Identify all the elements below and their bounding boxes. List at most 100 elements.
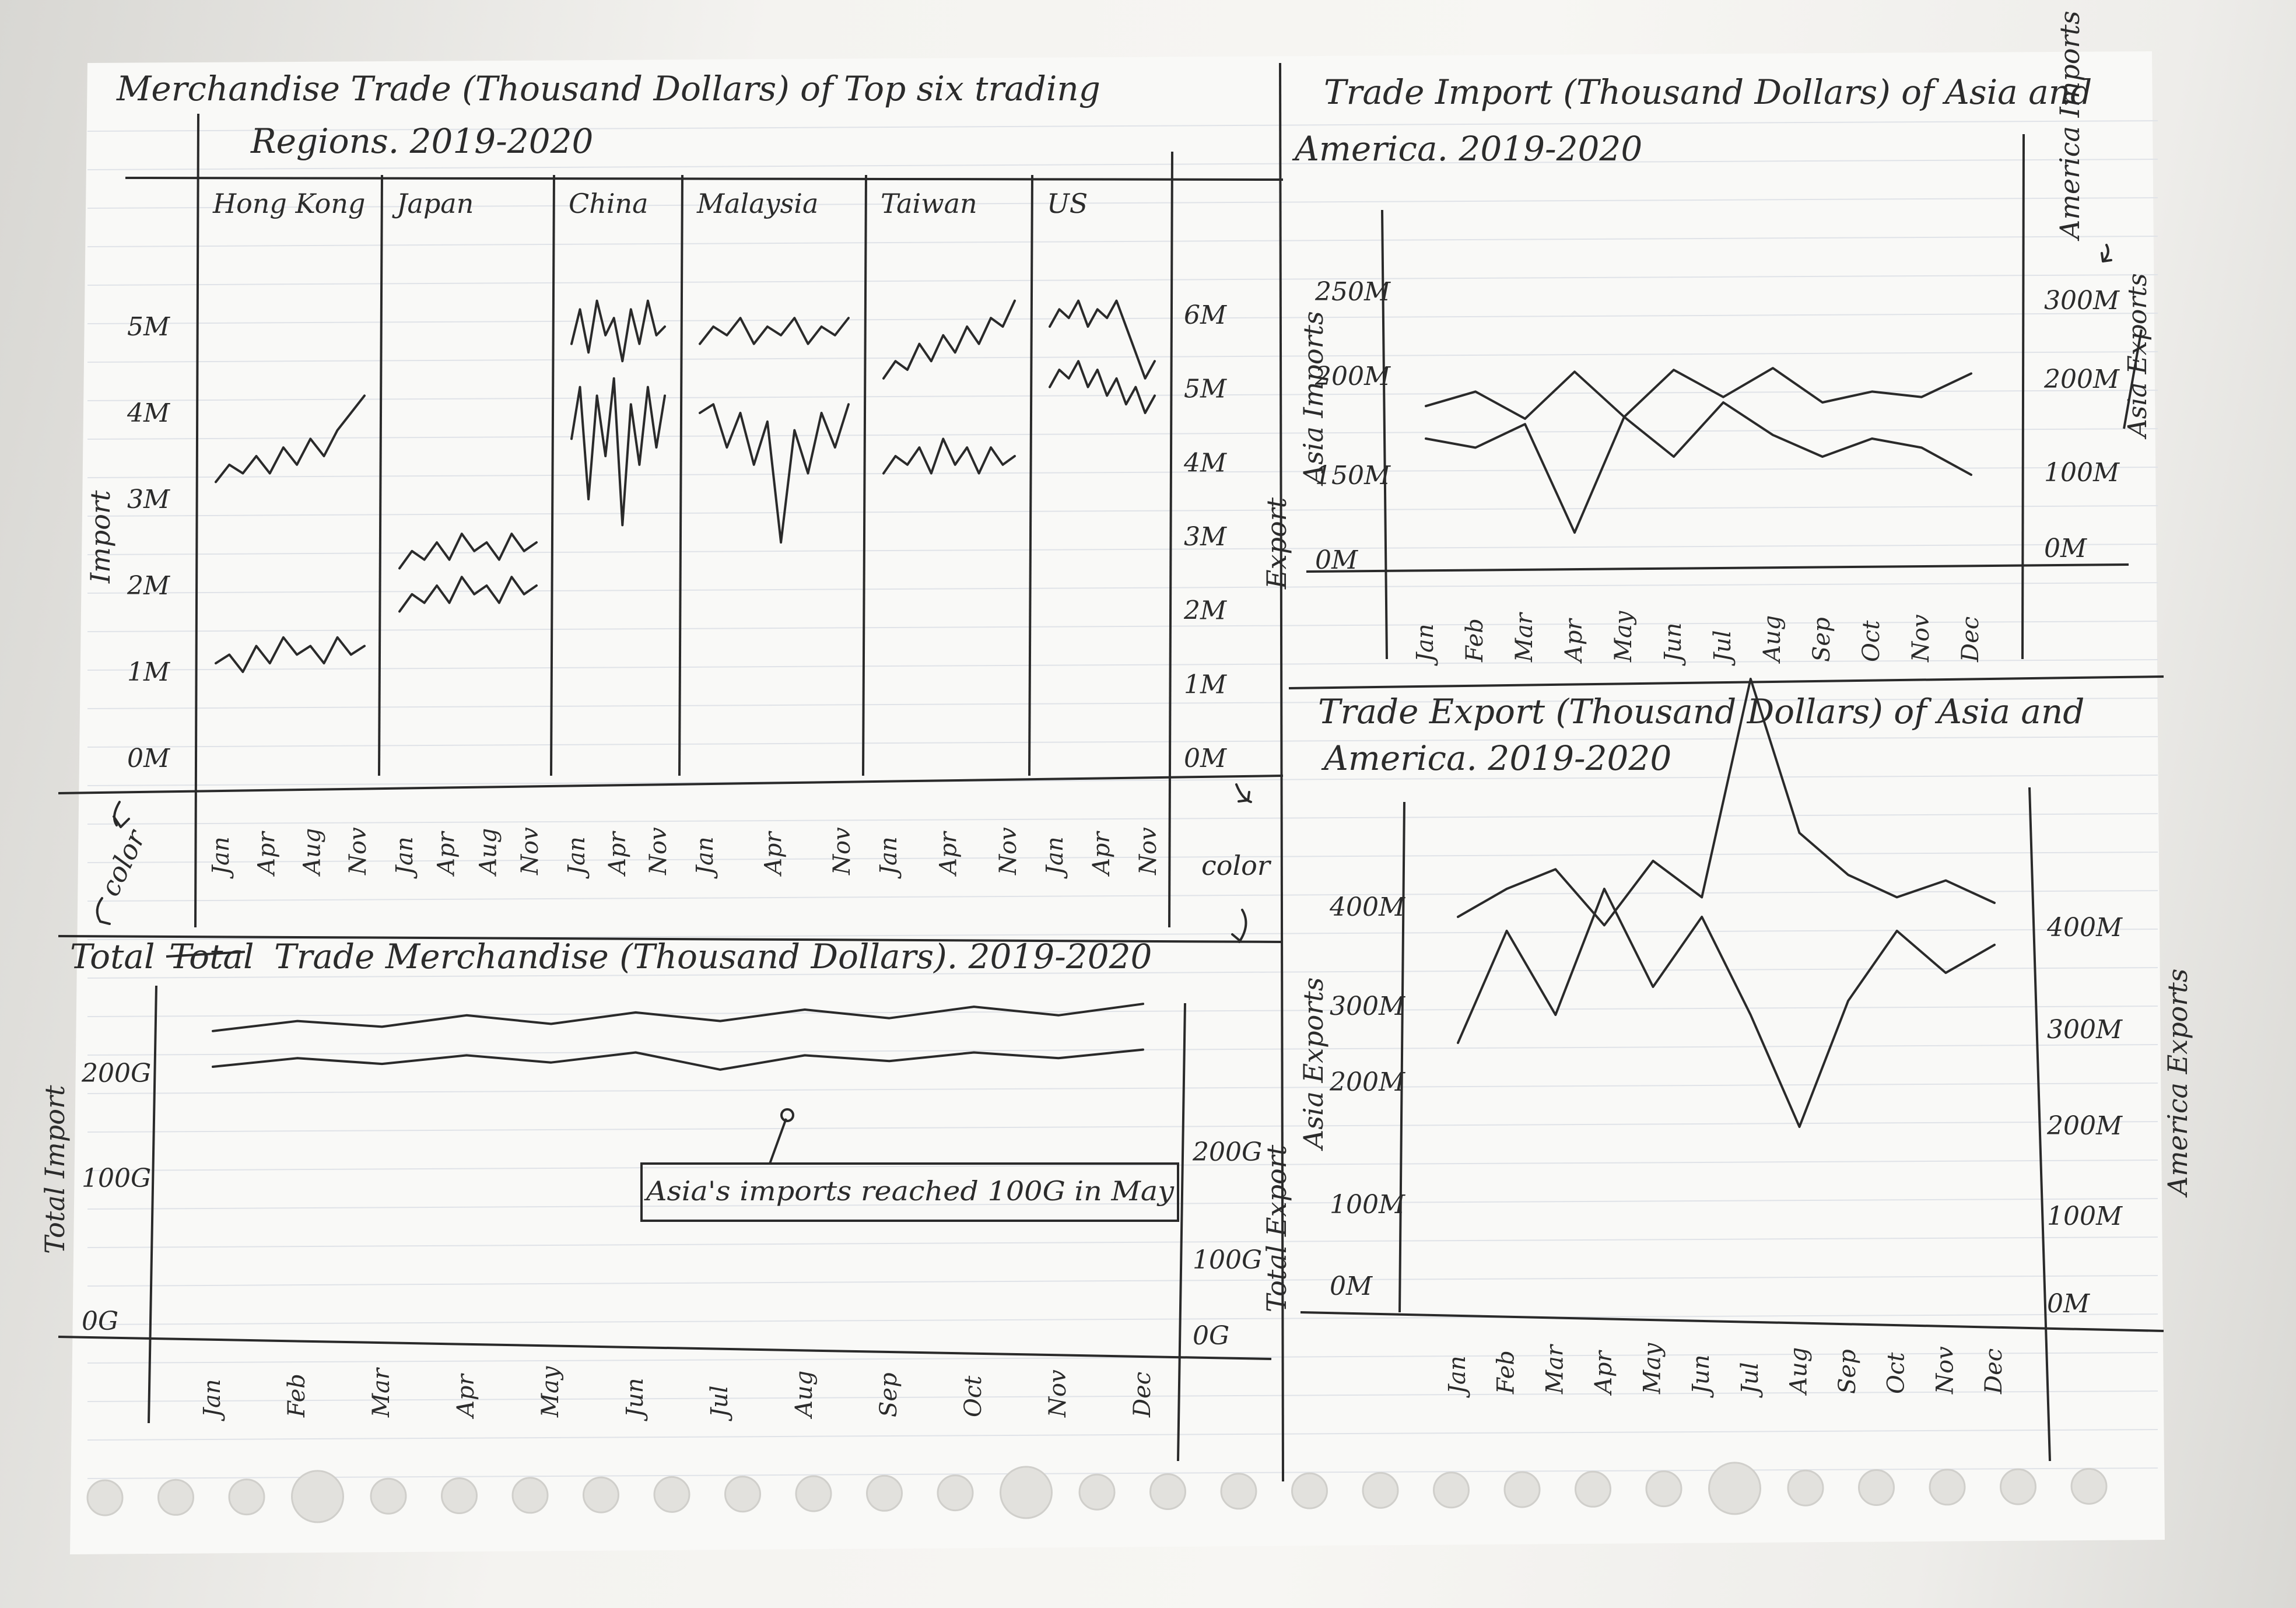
chart3-right-axis (1177, 1003, 1186, 1462)
chart4-series (1457, 678, 1996, 1128)
chart4-top-line (1288, 675, 2164, 689)
chart2-ytick: 150M (1315, 461, 1391, 491)
chart2-y2tick: 300M (2044, 286, 2120, 316)
chart2-left-axis (1381, 209, 1388, 660)
chart3-month-tick: Nov (1044, 1369, 1071, 1418)
chart1-month-tick: Apr (1088, 831, 1115, 877)
chart2-series (1425, 367, 1972, 534)
chart1-series-line (1049, 360, 1156, 414)
chart2-y2tick: 200M (2043, 365, 2120, 394)
chart4-baseline (1300, 1311, 2164, 1332)
chart4-month-tick: Jan (1444, 1355, 1471, 1398)
chart4-title-line2: America. 2019-2020 (1321, 738, 1671, 778)
chart2-right-axis (2021, 134, 2025, 660)
chart4-ylabel: Asia Exports (1298, 978, 1329, 1151)
chart4-title-line1: Trade Export (Thousand Dollars) of Asia … (1318, 692, 2084, 731)
chart1-header-line (125, 177, 1284, 181)
chart1-right-arrow-icon (1235, 783, 1252, 803)
chart4-ytick: 0M (1330, 1271, 1373, 1301)
chart1-month-tick: Nov (995, 827, 1022, 875)
chart1-month-tick: Nov (1135, 827, 1162, 875)
chart1-month-tick: Jan (391, 836, 418, 879)
chart1-right-ticks: 6M 5M 4M 3M 2M 1M 0M (1183, 300, 1227, 773)
chart1-right-color-arrow-icon (1231, 909, 1247, 943)
chart3-month-tick: Dec (1129, 1372, 1156, 1418)
chart3-ytick: 100G (82, 1164, 151, 1193)
chart1-panel: Taiwan Jan Apr Nov (875, 188, 1022, 879)
chart1-month-tick: Apr (935, 831, 962, 877)
chart1-series-line (1049, 299, 1156, 380)
chart2-ylabel: Asia Imports (1298, 311, 1329, 486)
chart3-ylabel: Total Import (39, 1085, 71, 1254)
chart2-title-line2: America. 2019-2020 (1292, 129, 1642, 169)
chart3-right-ticks: 200G 100G 0G (1192, 1137, 1262, 1351)
chart1-month-tick: Nov (345, 827, 371, 875)
chart1-series-line (699, 403, 850, 544)
chart4-ytick: 100M (1330, 1190, 1405, 1220)
chart4-month-ticks: Jan Feb Mar Apr May Jun Jul Aug Sep Oct Nov Dec (1444, 1342, 2007, 1398)
chart1-series-line (215, 394, 366, 484)
chart1-panel: Hong Kong Jan Apr Aug Nov (208, 188, 371, 879)
chart1-month-tick: Jan (563, 836, 590, 879)
chart1-ytick: 5M (127, 312, 170, 342)
chart1-divider (862, 174, 867, 776)
chart4-series-line (1457, 888, 1996, 1128)
chart1-ytick: 3M (127, 485, 170, 514)
chart4-series-line (1457, 678, 1996, 927)
chart1-title-line1: Merchandise Trade (Thousand Dollars) of … (116, 69, 1100, 108)
chart2-ytick: 0M (1315, 545, 1358, 575)
chart4-month-tick: Jun (1688, 1354, 1715, 1398)
chart4-y2tick: 400M (2046, 913, 2123, 943)
chart2-right-ticks: 300M 200M 100M 0M (2043, 286, 2120, 563)
chart1-left-ticks: 5M 4M 3M 2M 1M 0M (127, 312, 170, 773)
chart1-left-color-arrow-icon (96, 897, 111, 925)
chart1-divider (550, 174, 555, 776)
chart3-month-tick: Jul (706, 1385, 733, 1421)
chart1-month-tick: Aug (475, 828, 502, 877)
chart4-month-tick: Apr (1590, 1350, 1617, 1396)
chart1-y2tick: 3M (1184, 522, 1227, 552)
chart2-month-tick: May (1610, 610, 1637, 663)
chart3-ytick: 200G (81, 1059, 151, 1088)
chart1-series-line (570, 377, 666, 527)
chart1-month-tick: Apr (604, 831, 631, 877)
chart1-panel: Japan Jan Apr Aug Nov (391, 188, 544, 879)
chart1-y2label: Export (1261, 497, 1292, 590)
chart4-y2tick: 100M (2047, 1201, 2123, 1231)
chart4-ytick: 200M (1329, 1067, 1405, 1097)
chart1-month-tick: Apr (760, 831, 787, 877)
chart1-panel: Malaysia Jan Apr Nov (692, 188, 856, 879)
chart1-month-tick: Nov (829, 827, 856, 875)
chart2-baseline (1306, 563, 2129, 573)
chart1-divider (678, 174, 683, 776)
chart3-month-ticks: Jan Feb Mar Apr May Jun Jul Aug Sep Oct Nov Dec (199, 1365, 1156, 1421)
chart1-series-line (882, 299, 1016, 380)
chart4-left-ticks: 400M 300M 200M 100M 0M (1329, 892, 1405, 1301)
chart1-y2tick: 0M (1184, 744, 1227, 773)
chart1-divider (1028, 174, 1033, 776)
chart2-month-tick: Sep (1808, 617, 1835, 662)
chart1-y2tick: 5M (1184, 374, 1227, 404)
chart3-left-ticks: 200G 100G 0G (81, 1059, 151, 1336)
chart1-ylabel: Import (85, 490, 116, 584)
chart1-y2tick: 4M (1183, 448, 1227, 478)
page-center-divider (1279, 62, 1284, 1482)
chart4-month-tick: Mar (1541, 1343, 1568, 1395)
chart2-y2tick: 100M (2044, 458, 2120, 488)
chart2-month-tick: Oct (1858, 620, 1885, 662)
chart4-y2tick: 300M (2047, 1015, 2123, 1045)
chart3-month-tick: Jun (622, 1378, 649, 1421)
chart1-panel-label: Japan (392, 188, 474, 219)
chart3-series (212, 1003, 1144, 1071)
chart3-month-tick: Oct (960, 1375, 987, 1417)
chart4-ytick: 300M (1330, 992, 1405, 1021)
chart4-ytick: 400M (1329, 892, 1405, 922)
chart3-annotation-box (640, 1162, 1179, 1222)
chart1-divider (378, 174, 383, 776)
chart3-series-line (212, 1048, 1144, 1071)
chart1-month-tick: Jan (692, 836, 718, 879)
chart2-y2tick: 0M (2044, 534, 2087, 563)
chart3-annotation-marker (780, 1108, 794, 1122)
